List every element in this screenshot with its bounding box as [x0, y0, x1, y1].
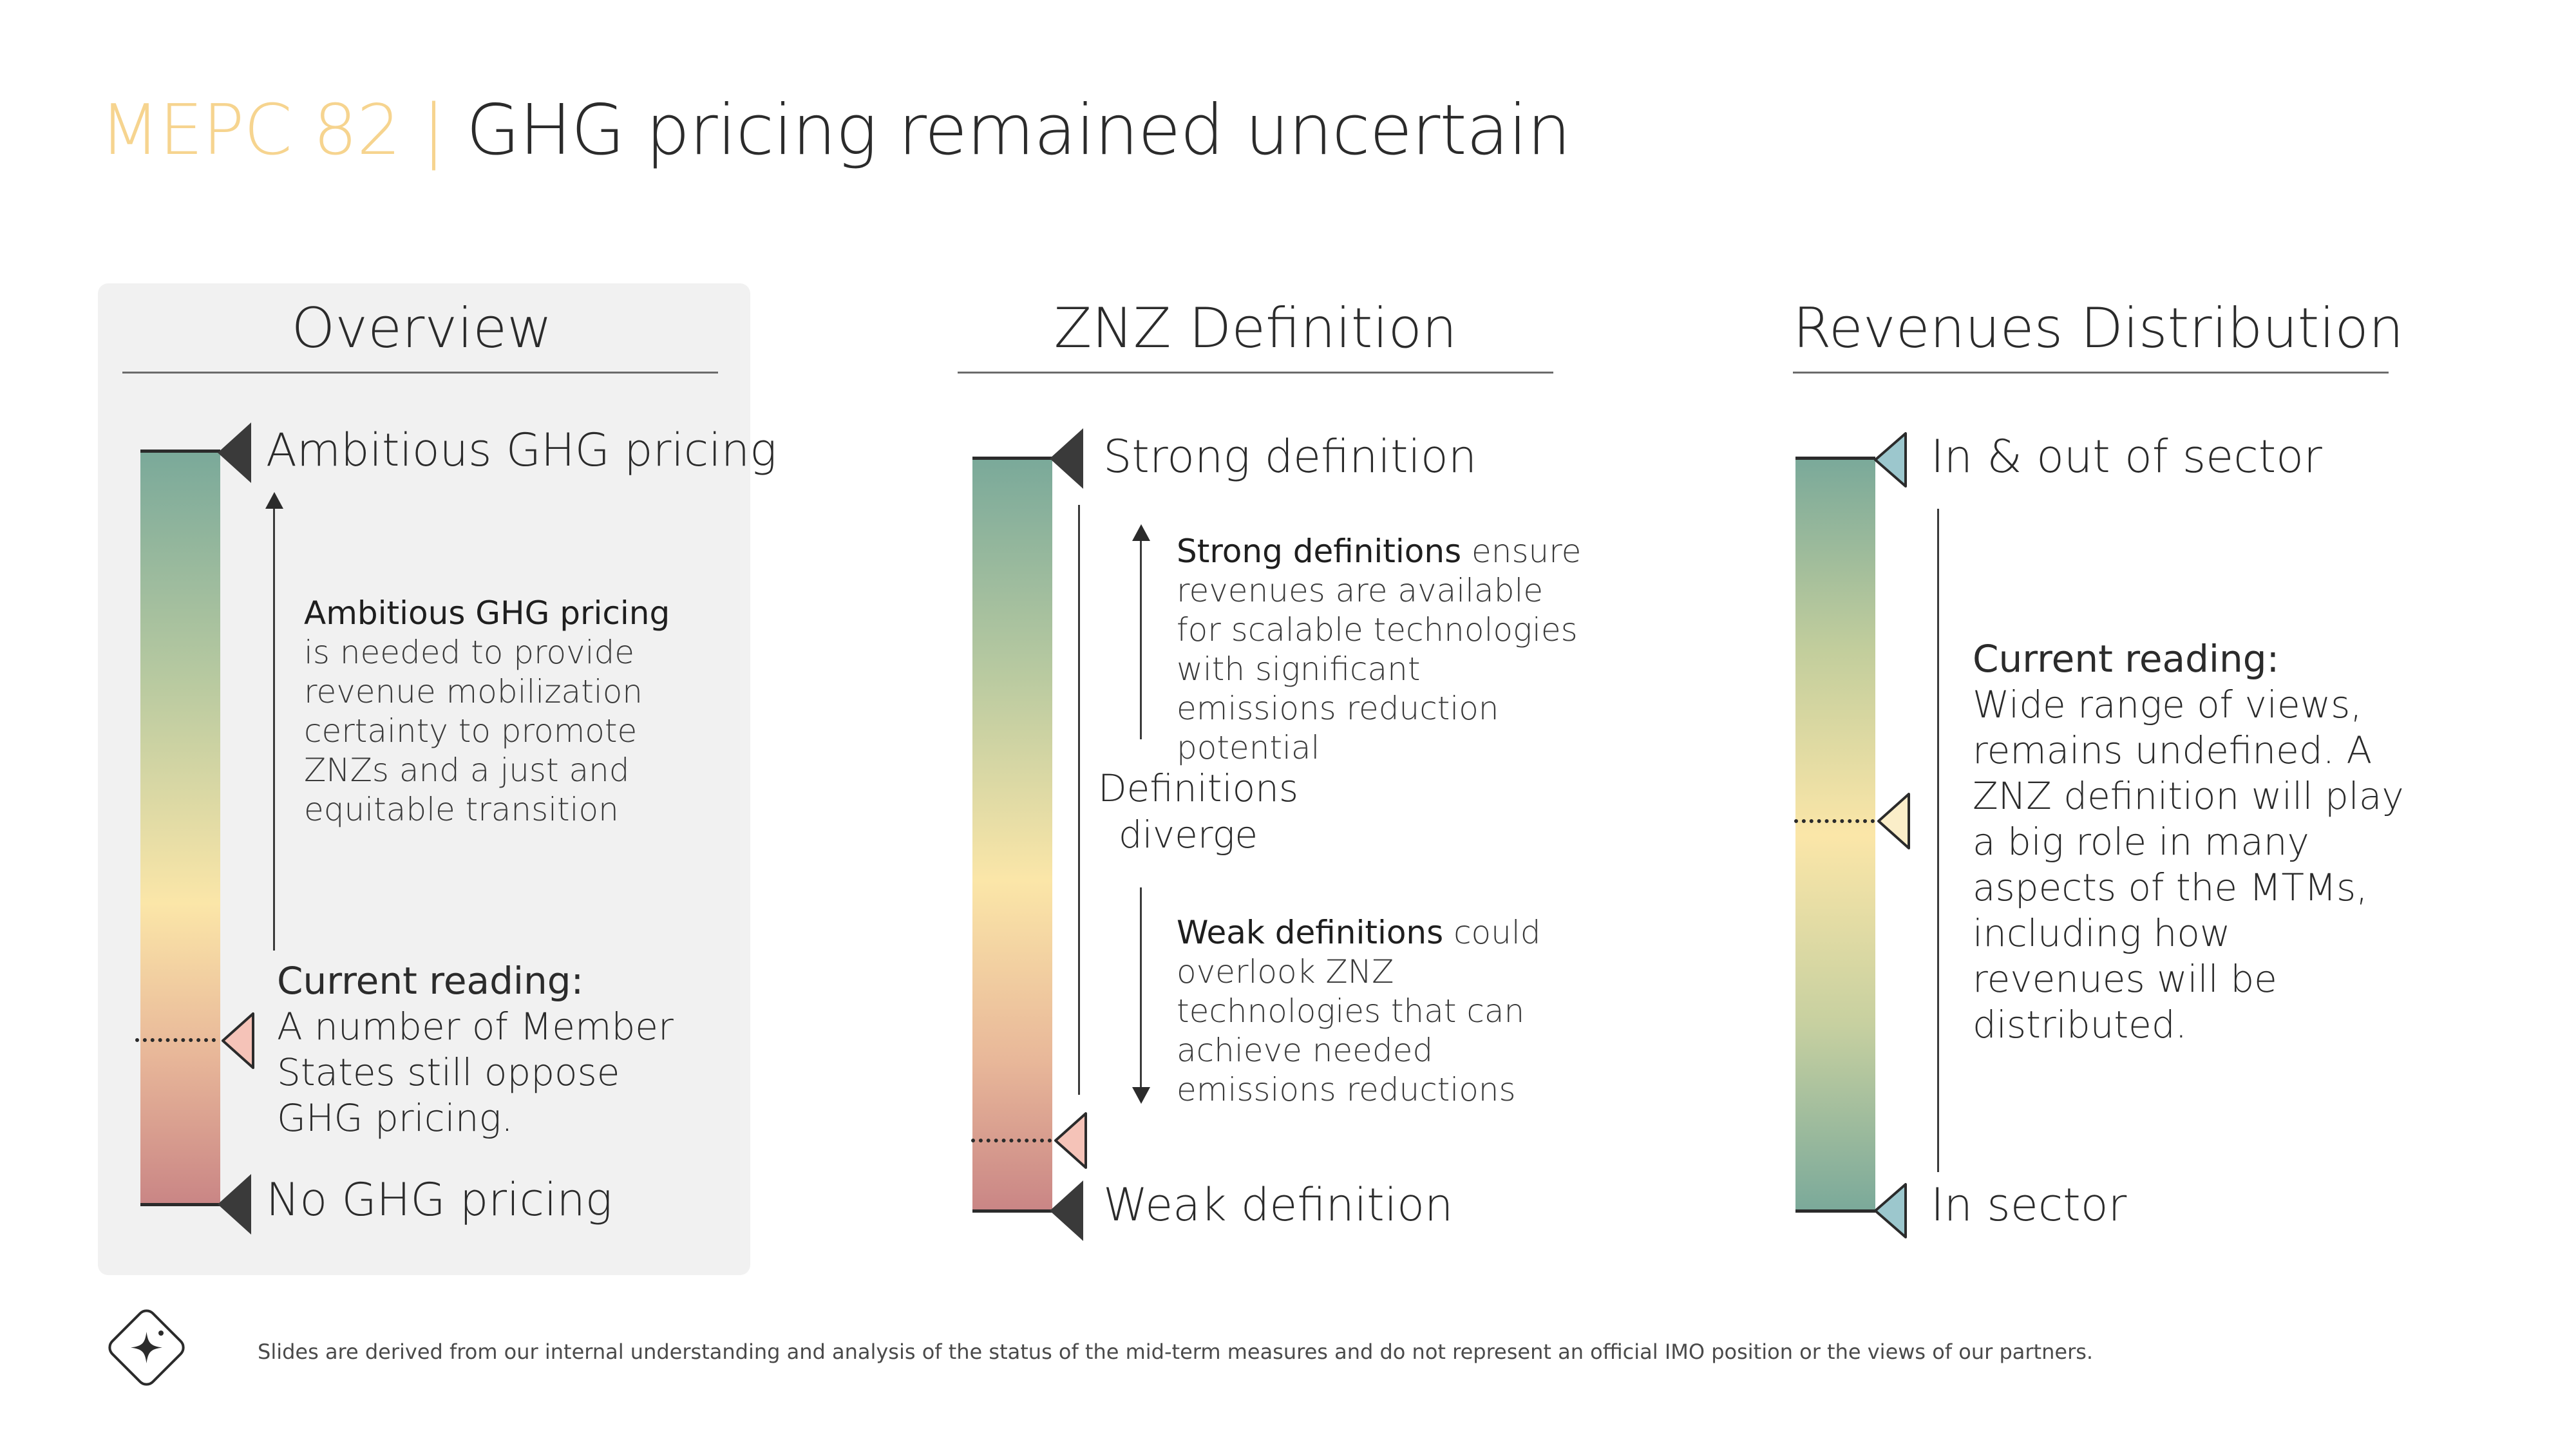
revenues-title-rule [1793, 372, 2389, 374]
revenues-reading-heading: Current reading: [1973, 637, 2280, 681]
revenues-reading-body: Wide range of views, remains undefined. … [1973, 683, 2404, 1046]
znz-up-arrow-line [1140, 540, 1142, 739]
overview-top-label: Ambitious GHG pricing [266, 424, 777, 477]
overview-bottom-marker-icon [218, 1174, 251, 1235]
znz-strong-rest: ensure revenues are available for scalab… [1177, 533, 1582, 766]
znz-gradient-bar [972, 459, 1052, 1212]
znz-middle-label: Definitions diverge [1098, 765, 1299, 858]
overview-up-arrow-line [273, 507, 275, 951]
znz-divider-line [1078, 505, 1080, 1095]
overview-up-arrow-icon [265, 492, 283, 509]
sparkle-diamond-icon [108, 1309, 185, 1386]
znz-title: ZNZ Definition [1054, 296, 1457, 361]
revenues-current-reading: Current reading: Wide range of views, re… [1973, 636, 2410, 1048]
title-main: GHG pricing remained uncertain [466, 90, 1571, 171]
overview-bottom-label: No GHG pricing [266, 1173, 612, 1226]
revenues-top-marker-icon [1874, 432, 1907, 488]
znz-bottom-marker-icon [1050, 1180, 1083, 1241]
page-title: MEPC 82 | GHG pricing remained uncertain [100, 90, 1571, 171]
znz-weak-bold: Weak definitions [1177, 914, 1444, 951]
znz-down-arrow-icon [1132, 1087, 1150, 1104]
revenues-divider-line [1937, 509, 1939, 1172]
znz-weak-rest: could overlook ZNZ technologies that can… [1177, 914, 1541, 1108]
overview-description: Ambitious GHG pricing is needed to provi… [304, 594, 684, 829]
znz-current-marker-icon [1054, 1112, 1087, 1169]
znz-down-arrow-line [1140, 887, 1142, 1088]
znz-bottom-line [972, 1209, 1052, 1213]
znz-middle-line2: diverge [1118, 813, 1258, 857]
znz-weak-description: Weak definitions could overlook ZNZ tech… [1177, 913, 1589, 1110]
overview-description-rest: is needed to provide revenue mobilizatio… [304, 634, 643, 828]
footer-disclaimer: Slides are derived from our internal und… [258, 1340, 2094, 1364]
znz-current-dotted-line [971, 1139, 1052, 1142]
revenues-title: Revenues Distribution [1793, 296, 2404, 361]
overview-title: Overview [291, 296, 553, 361]
znz-bottom-label: Weak definition [1103, 1179, 1454, 1231]
revenues-bottom-label: In sector [1931, 1179, 2127, 1231]
znz-title-rule [958, 372, 1553, 374]
znz-strong-bold: Strong definitions [1177, 533, 1462, 570]
overview-reading-heading: Current reading: [277, 959, 584, 1003]
znz-strong-description: Strong definitions ensure revenues are a… [1177, 532, 1589, 768]
znz-middle-line1: Definitions [1098, 766, 1299, 810]
znz-top-line [972, 457, 1052, 460]
revenues-current-marker-icon [1877, 793, 1910, 849]
overview-bottom-line [140, 1203, 220, 1206]
revenues-top-label: In & out of sector [1931, 430, 2322, 483]
overview-title-rule [122, 372, 718, 374]
znz-up-arrow-icon [1132, 524, 1150, 541]
overview-gradient-bar [140, 451, 220, 1206]
title-separator: | [422, 90, 445, 171]
revenues-current-dotted-line [1794, 819, 1875, 823]
overview-current-reading: Current reading: A number of Member Stat… [277, 958, 715, 1141]
znz-top-marker-icon [1050, 428, 1083, 489]
overview-description-bold: Ambitious GHG pricing [304, 594, 670, 632]
overview-current-marker-icon [222, 1012, 254, 1069]
overview-top-marker-icon [218, 422, 251, 483]
overview-reading-body: A number of Member States still oppose G… [277, 1005, 674, 1140]
revenues-top-line [1795, 457, 1875, 460]
revenues-bottom-marker-icon [1874, 1183, 1907, 1238]
title-prefix: MEPC 82 [100, 90, 401, 171]
overview-current-dotted-line [135, 1038, 216, 1042]
revenues-gradient-bar [1795, 459, 1875, 1212]
overview-top-line [140, 450, 220, 453]
znz-top-label: Strong definition [1103, 430, 1477, 483]
revenues-bottom-line [1795, 1209, 1875, 1213]
